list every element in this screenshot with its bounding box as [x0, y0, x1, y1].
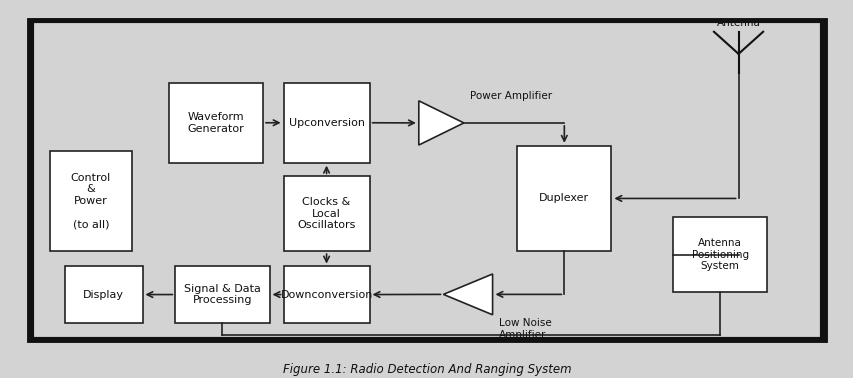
Bar: [517, 146, 611, 251]
Text: Clocks &
Local
Oscillators: Clocks & Local Oscillators: [297, 197, 356, 230]
Text: Upconversion: Upconversion: [288, 118, 364, 128]
Polygon shape: [443, 274, 492, 315]
Bar: [49, 151, 131, 251]
Text: Duplexer: Duplexer: [538, 194, 589, 203]
FancyBboxPatch shape: [32, 21, 821, 339]
Text: Downconversion: Downconversion: [280, 290, 372, 299]
Text: Antenna
Positioning
System: Antenna Positioning System: [691, 238, 748, 271]
Text: Low Noise
Amplifier: Low Noise Amplifier: [498, 318, 551, 340]
Text: Figure 1.1: Radio Detection And Ranging System: Figure 1.1: Radio Detection And Ranging …: [282, 363, 571, 376]
Bar: [672, 217, 766, 292]
Polygon shape: [418, 101, 463, 145]
Bar: [283, 83, 369, 163]
Bar: [283, 176, 369, 251]
Bar: [175, 266, 270, 322]
Bar: [169, 83, 263, 163]
Text: Waveform
Generator: Waveform Generator: [188, 112, 244, 133]
Text: Power Amplifier: Power Amplifier: [470, 91, 552, 101]
Text: Antenna: Antenna: [716, 19, 759, 28]
Text: Display: Display: [83, 290, 124, 299]
Text: Control
&
Power

(to all): Control & Power (to all): [71, 173, 111, 229]
Bar: [65, 266, 142, 322]
Bar: [283, 266, 369, 322]
Text: Signal & Data
Processing: Signal & Data Processing: [183, 284, 260, 305]
